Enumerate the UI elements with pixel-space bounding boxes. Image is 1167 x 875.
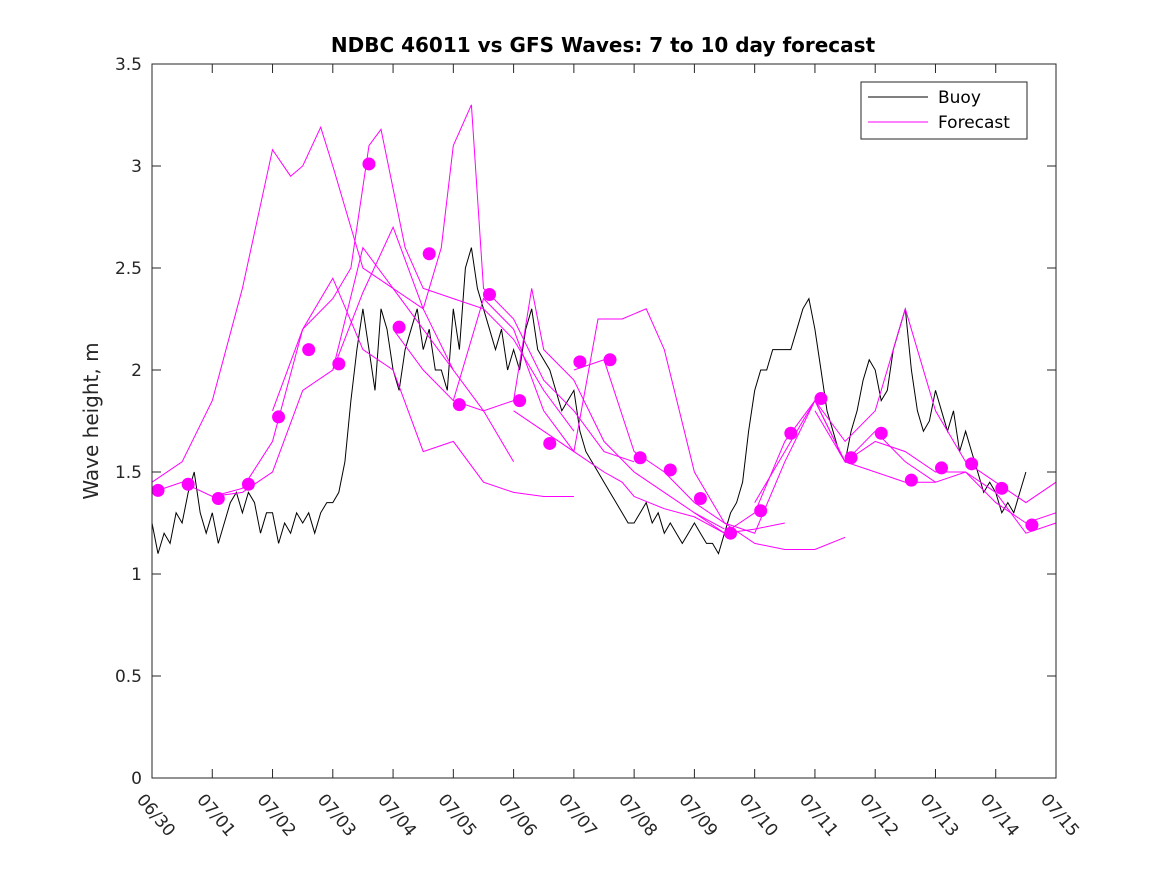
forecast-marker bbox=[995, 481, 1009, 495]
forecast-line-4 bbox=[272, 128, 575, 432]
x-tick-label: 07/13 bbox=[916, 790, 963, 840]
forecast-marker bbox=[814, 392, 828, 406]
y-axis-label: Wave height, m bbox=[79, 342, 103, 499]
forecast-marker bbox=[603, 353, 617, 367]
forecast-marker bbox=[663, 463, 677, 477]
axes-frame bbox=[151, 63, 1057, 779]
y-tick-label: 3 bbox=[131, 157, 142, 177]
forecast-marker bbox=[934, 461, 948, 475]
forecast-marker bbox=[754, 504, 768, 518]
forecast-marker bbox=[392, 320, 406, 334]
legend-box bbox=[860, 81, 1028, 140]
forecast-marker bbox=[874, 426, 888, 440]
forecast-line-8 bbox=[513, 308, 846, 550]
forecast-line-1 bbox=[151, 125, 454, 483]
y-tick-label: 2.5 bbox=[115, 259, 142, 279]
x-tick-label: 07/12 bbox=[855, 790, 902, 840]
x-tick-label: 06/30 bbox=[132, 790, 179, 840]
forecast-line-12 bbox=[814, 410, 1057, 534]
forecast-marker bbox=[844, 451, 858, 465]
chart-title: NDBC 46011 vs GFS Waves: 7 to 10 day for… bbox=[331, 33, 876, 57]
forecast-line-6 bbox=[392, 288, 725, 530]
x-tick-label: 07/02 bbox=[253, 790, 300, 840]
forecast-marker bbox=[211, 492, 225, 506]
forecast-marker bbox=[181, 477, 195, 491]
forecast-line-9 bbox=[573, 359, 936, 534]
forecast-line-3 bbox=[212, 277, 574, 497]
x-tick-label: 07/11 bbox=[795, 790, 842, 840]
forecast-line-7 bbox=[452, 297, 785, 534]
forecast-marker bbox=[422, 247, 436, 261]
legend-buoy-label: Buoy bbox=[938, 88, 981, 108]
forecast-marker bbox=[693, 492, 707, 506]
forecast-marker bbox=[543, 436, 557, 450]
y-tick-label: 1.5 bbox=[115, 463, 142, 483]
x-tick-label: 07/07 bbox=[554, 790, 601, 840]
x-tick-label: 07/05 bbox=[434, 790, 481, 840]
forecast-marker bbox=[784, 426, 798, 440]
plot-area: 0 0.5 1 1.5 2 2.5 3 3.5 06/30 07/01 07/02 07/03 07/0… bbox=[115, 55, 1083, 841]
y-tick-label: 1 bbox=[131, 565, 142, 585]
forecast-marker bbox=[573, 355, 587, 369]
series-layer bbox=[151, 104, 1057, 555]
forecast-marker bbox=[965, 457, 979, 471]
x-tick-label: 07/03 bbox=[313, 790, 360, 840]
y-tick-label: 2 bbox=[131, 361, 142, 381]
forecast-marker bbox=[241, 477, 255, 491]
legend: Buoy Forecast bbox=[860, 81, 1028, 140]
y-tick-label: 0 bbox=[131, 769, 142, 789]
forecast-marker bbox=[272, 410, 286, 424]
forecast-marker bbox=[482, 288, 496, 302]
forecast-marker bbox=[633, 451, 647, 465]
x-tick-label: 07/14 bbox=[976, 790, 1023, 840]
forecast-marker bbox=[362, 157, 376, 171]
forecast-marker bbox=[332, 357, 346, 371]
forecast-marker bbox=[904, 473, 918, 487]
y-tick-label: 3.5 bbox=[115, 55, 142, 75]
forecast-marker bbox=[452, 398, 466, 412]
forecast-marker bbox=[513, 394, 527, 408]
ticks-layer: 0 0.5 1 1.5 2 2.5 3 3.5 06/30 07/01 07/02 07/03 07/0… bbox=[115, 55, 1083, 841]
forecast-marker bbox=[724, 526, 738, 540]
x-tick-label: 07/06 bbox=[494, 790, 541, 840]
legend-forecast-label: Forecast bbox=[938, 113, 1010, 133]
x-tick-label: 07/08 bbox=[614, 790, 661, 840]
y-tick-label: 0.5 bbox=[115, 667, 142, 687]
forecast-line-11 bbox=[754, 307, 1057, 504]
forecast-marker bbox=[1025, 518, 1039, 532]
x-tick-label: 07/09 bbox=[675, 790, 722, 840]
forecast-marker bbox=[302, 343, 316, 357]
x-tick-label: 07/10 bbox=[735, 790, 782, 840]
x-tick-label: 07/04 bbox=[373, 790, 420, 840]
x-tick-label: 07/15 bbox=[1036, 790, 1083, 840]
forecast-marker bbox=[151, 483, 165, 497]
x-tick-label: 07/01 bbox=[192, 790, 239, 840]
forecast-line-5 bbox=[332, 104, 635, 463]
